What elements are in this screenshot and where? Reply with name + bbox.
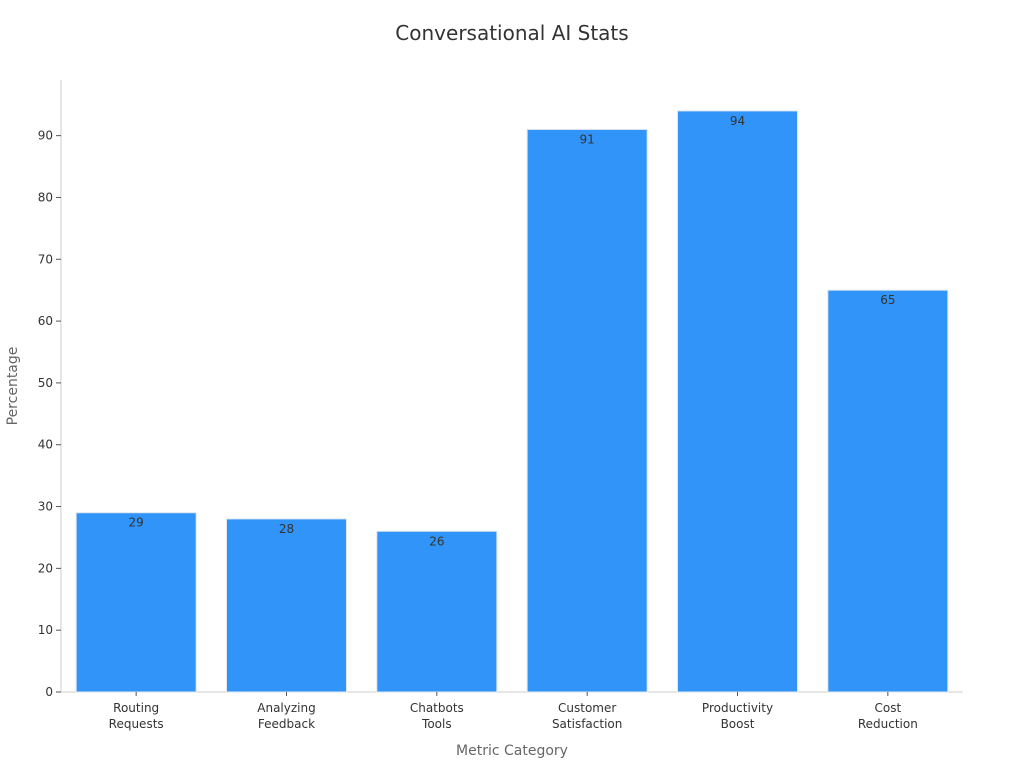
x-tick-label: Analyzing xyxy=(257,701,315,715)
x-tick-label: Chatbots xyxy=(410,701,464,715)
x-tick-label: Feedback xyxy=(258,717,315,731)
x-tick-label: Cost xyxy=(874,701,901,715)
bar xyxy=(226,518,347,693)
y-tick-label: 70 xyxy=(38,252,53,266)
x-tick-label: Productivity xyxy=(702,701,773,715)
x-tick-label: Satisfaction xyxy=(552,717,622,731)
bar xyxy=(677,110,798,693)
y-tick-label: 10 xyxy=(38,623,53,637)
x-tick-label: Tools xyxy=(421,717,452,731)
y-tick-label: 90 xyxy=(38,129,53,143)
x-axis-title: Metric Category xyxy=(456,743,568,759)
bar xyxy=(75,512,197,693)
bar xyxy=(376,530,498,693)
bar-value-label: 94 xyxy=(730,114,745,128)
y-tick-label: 30 xyxy=(38,500,53,514)
bar-value-label: 65 xyxy=(880,293,895,307)
x-tick-label: Reduction xyxy=(858,717,918,731)
y-tick-label: 20 xyxy=(38,561,53,575)
y-tick-label: 0 xyxy=(45,685,53,699)
bar-value-label: 26 xyxy=(429,534,444,548)
y-tick-label: 80 xyxy=(38,190,53,204)
y-tick-label: 40 xyxy=(38,438,53,452)
y-axis-title: Percentage xyxy=(5,347,21,426)
x-tick-label: Boost xyxy=(721,717,755,731)
x-tick-label: Routing xyxy=(113,701,159,715)
bar xyxy=(526,128,648,693)
bar xyxy=(827,289,949,693)
x-tick-label: Customer xyxy=(558,701,616,715)
bar-value-label: 29 xyxy=(129,516,144,530)
chart-title: Conversational AI Stats xyxy=(395,21,628,45)
x-tick-label: Requests xyxy=(109,717,164,731)
bar-value-label: 28 xyxy=(279,522,294,536)
bar-value-label: 91 xyxy=(580,132,595,146)
y-tick-label: 60 xyxy=(38,314,53,328)
plot-area: 0 10 20 30 40 50 60 70 80 90 29 Routing Requests 28 An… xyxy=(38,80,963,731)
y-tick-label: 50 xyxy=(38,376,53,390)
